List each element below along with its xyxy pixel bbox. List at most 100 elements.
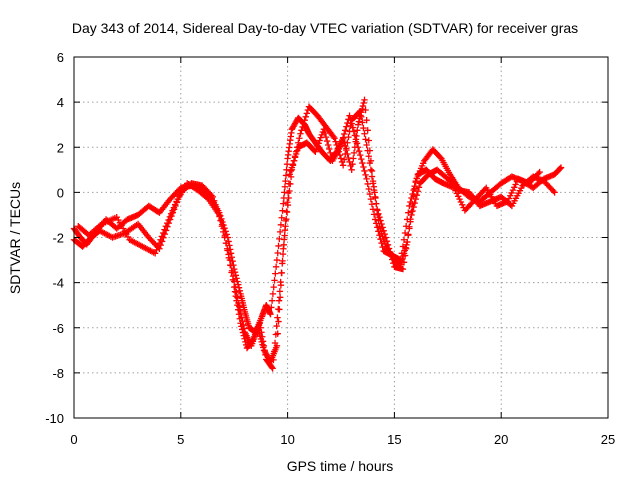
data-point <box>301 116 308 124</box>
grid-lines <box>74 57 608 418</box>
data-point <box>350 128 358 135</box>
data-point <box>284 199 291 206</box>
data-point <box>376 232 383 239</box>
data-point <box>344 139 351 146</box>
data-point <box>275 242 282 250</box>
data-point <box>324 141 332 149</box>
data-point <box>343 123 350 130</box>
data-point <box>331 135 338 142</box>
data-point <box>277 221 285 229</box>
data-point <box>313 145 320 153</box>
data-point <box>258 338 265 346</box>
data-point <box>348 166 355 174</box>
data-point <box>339 162 347 169</box>
data-point <box>240 325 248 332</box>
data-point <box>283 208 290 215</box>
data-point <box>289 160 297 168</box>
data-point <box>402 223 410 230</box>
data-point <box>455 193 462 200</box>
data-point <box>350 155 357 162</box>
data-point <box>374 207 381 214</box>
data-point <box>291 154 299 161</box>
data-point <box>320 126 328 133</box>
data-point <box>257 335 265 343</box>
data-point <box>352 136 360 143</box>
data-point <box>507 192 514 199</box>
data-point <box>414 188 422 195</box>
data-point <box>452 187 459 194</box>
x-tick-label: 20 <box>494 432 508 447</box>
data-point <box>412 195 419 203</box>
data-point <box>365 185 372 193</box>
data-point <box>365 153 372 160</box>
data-point <box>279 257 286 265</box>
data-point <box>385 245 393 252</box>
data-point <box>379 224 386 231</box>
data-point <box>413 175 421 182</box>
data-point <box>231 278 238 285</box>
data-point <box>364 147 371 154</box>
data-point <box>297 130 304 137</box>
data-point <box>236 303 243 310</box>
x-tick-label: 25 <box>601 432 615 447</box>
data-point <box>256 333 264 340</box>
data-point <box>409 207 416 215</box>
data-point <box>209 193 217 201</box>
data-point <box>276 294 284 301</box>
data-point <box>353 140 361 147</box>
y-tick-label: -8 <box>52 366 64 381</box>
data-point <box>238 314 245 321</box>
x-tick-label: 15 <box>387 432 401 447</box>
data-point <box>339 134 347 141</box>
data-point <box>226 242 233 249</box>
data-point <box>508 189 515 197</box>
data-point <box>369 206 377 213</box>
data-point <box>332 138 339 145</box>
data-point <box>283 160 291 168</box>
data-point <box>404 238 411 246</box>
data-point <box>551 189 558 196</box>
data-point <box>360 99 367 107</box>
data-point <box>451 184 458 192</box>
data-point <box>550 187 557 195</box>
data-point <box>411 182 418 190</box>
data-point <box>155 239 163 247</box>
data-point <box>298 127 305 134</box>
data-point <box>273 342 281 349</box>
data-point <box>322 133 330 141</box>
data-point <box>390 259 397 267</box>
data-point <box>296 135 303 142</box>
data-point <box>359 159 366 167</box>
data-point <box>368 167 376 175</box>
data-point <box>373 220 380 227</box>
data-point <box>267 311 274 318</box>
data-point <box>408 211 415 219</box>
data-point <box>557 164 565 171</box>
data-point <box>367 195 375 203</box>
data-point <box>282 177 289 185</box>
data-point <box>348 120 355 127</box>
data-point <box>342 127 349 134</box>
y-tick-label: 4 <box>57 95 64 110</box>
data-point <box>279 250 287 258</box>
y-tick-label: -10 <box>45 411 64 426</box>
data-point <box>399 243 407 250</box>
data-point <box>361 130 368 137</box>
data-point <box>317 134 324 141</box>
data-point <box>400 259 408 266</box>
data-point <box>280 245 287 252</box>
data-point <box>165 216 172 224</box>
data-point <box>370 186 378 194</box>
data-point <box>217 217 224 224</box>
y-tick-label: -2 <box>52 231 64 246</box>
data-point <box>166 213 174 221</box>
data-point <box>369 180 377 187</box>
data-point <box>327 149 334 157</box>
data-point <box>259 341 266 348</box>
data-point <box>505 195 513 202</box>
data-point <box>277 281 285 289</box>
data-point <box>275 297 283 304</box>
data-point <box>364 180 371 188</box>
data-point <box>404 216 411 223</box>
data-point <box>368 173 376 180</box>
